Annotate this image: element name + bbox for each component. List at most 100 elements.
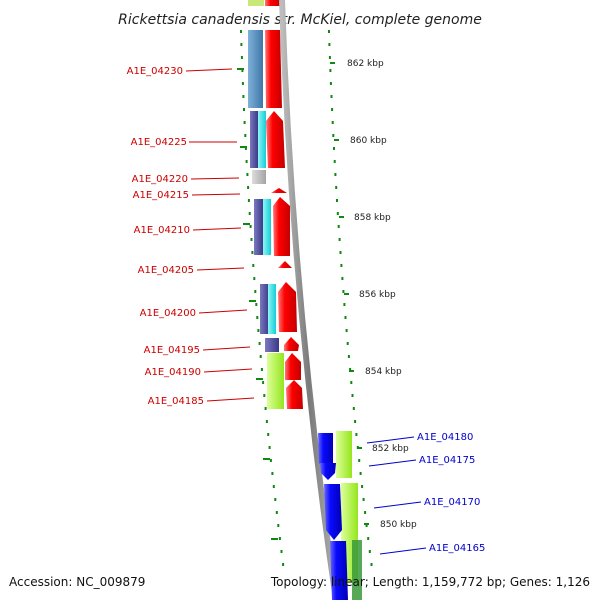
track-dot [243, 108, 245, 111]
track-dot [240, 56, 243, 59]
track-dot [275, 511, 278, 514]
category-bar [260, 284, 269, 334]
track-dot [242, 95, 245, 98]
category-bar [352, 540, 362, 600]
scale-tick [349, 370, 354, 372]
gene-A1E_04200[interactable] [278, 282, 297, 332]
gene-A1E_04210[interactable] [273, 197, 290, 256]
track-dot [265, 420, 268, 423]
gene-label[interactable]: A1E_04165 [429, 543, 485, 554]
track-dot [280, 550, 283, 553]
gene-A1E_04195[interactable] [284, 337, 299, 351]
gene-A1E_04190[interactable] [285, 353, 301, 380]
track-dot [244, 134, 247, 137]
track-dot [254, 290, 257, 293]
track-dot [329, 69, 332, 72]
track-dot [247, 199, 250, 202]
gene-label[interactable]: A1E_04205 [138, 265, 194, 276]
track-dot [332, 134, 335, 137]
gene-label[interactable]: A1E_04175 [419, 455, 475, 466]
track-dot [271, 472, 274, 475]
track-dot [337, 225, 340, 228]
track-dot [336, 199, 338, 202]
partial-feature [248, 0, 264, 6]
track-dot [328, 30, 330, 33]
track-dot [358, 459, 361, 462]
track-dot [370, 563, 373, 566]
track-dot [263, 394, 266, 397]
gene-label[interactable]: A1E_04185 [148, 396, 204, 407]
scale-label-860: 860 kbp [350, 136, 387, 146]
track-dot [329, 82, 332, 85]
gene-A1E_04230[interactable] [265, 30, 282, 108]
scale-tick [364, 523, 369, 525]
category-bar [254, 199, 263, 255]
track-dot [340, 264, 343, 267]
track-dot [333, 160, 336, 163]
track-dot [249, 225, 252, 228]
track-dot [365, 524, 368, 527]
track-dot [274, 498, 277, 501]
track-dot [260, 368, 263, 371]
track-dot [257, 329, 260, 332]
track-dot [278, 537, 281, 540]
category-bar [258, 111, 266, 168]
track-dot [262, 381, 265, 384]
track-dot [344, 316, 347, 319]
gene-label[interactable]: A1E_04180 [417, 432, 473, 443]
track-dot [251, 251, 254, 254]
track-dot [241, 82, 244, 85]
track-dot [338, 238, 341, 241]
track-dot [252, 264, 255, 267]
track-dot [335, 186, 338, 189]
track-dot [253, 277, 256, 280]
gene-A1E_04225[interactable] [266, 111, 285, 168]
track-dot [328, 43, 331, 46]
gene-A1E_04175[interactable] [320, 463, 336, 480]
genome-backbone [279, 0, 339, 600]
track-dot [240, 43, 243, 46]
category-bar [252, 170, 266, 184]
gene-A1E_04215[interactable] [271, 188, 287, 193]
gene-label[interactable]: A1E_04190 [145, 367, 201, 378]
track-dot [330, 95, 333, 98]
track-dot [334, 173, 337, 176]
track-dot [264, 407, 267, 410]
dotted-tracks [240, 30, 373, 566]
category-bar [263, 199, 271, 255]
gene-label[interactable]: A1E_04170 [424, 497, 480, 508]
track-dot [355, 433, 358, 436]
track-dot [368, 550, 371, 553]
gene-label[interactable]: A1E_04230 [127, 66, 183, 77]
left-ticks [237, 68, 278, 540]
track-dot [269, 459, 272, 462]
gene-label[interactable]: A1E_04200 [140, 308, 196, 319]
gene-label[interactable]: A1E_04225 [131, 137, 187, 148]
scale-axis: 862 kbp 860 kbp 858 kbp 856 kbp 854 kbp … [330, 59, 417, 530]
track-dot [359, 472, 362, 475]
category-bar [267, 353, 284, 409]
gene-A1E_04165[interactable] [330, 541, 348, 600]
gene-A1E_04185[interactable] [286, 380, 303, 409]
gene-label[interactable]: A1E_04220 [132, 174, 188, 185]
gene-A1E_04180[interactable] [318, 433, 333, 471]
scale-label-852: 852 kbp [372, 444, 409, 454]
gene-A1E_04170[interactable] [324, 484, 342, 540]
accession-text: Accession: NC_009879 [9, 575, 145, 589]
category-bars [248, 30, 362, 600]
track-dot [352, 407, 355, 410]
track-dot [247, 186, 250, 189]
gene-A1E_04205[interactable] [278, 261, 292, 268]
scale-label-858: 858 kbp [354, 213, 391, 223]
reverse-genes [265, 30, 303, 409]
gene-label[interactable]: A1E_04215 [133, 190, 189, 201]
gene-label[interactable]: A1E_04210 [134, 225, 190, 236]
track-dot [248, 212, 251, 215]
track-dot [255, 303, 258, 306]
track-dot [282, 563, 285, 566]
gene-label[interactable]: A1E_04195 [144, 345, 200, 356]
track-dot [346, 342, 349, 345]
scale-tick [339, 216, 344, 218]
